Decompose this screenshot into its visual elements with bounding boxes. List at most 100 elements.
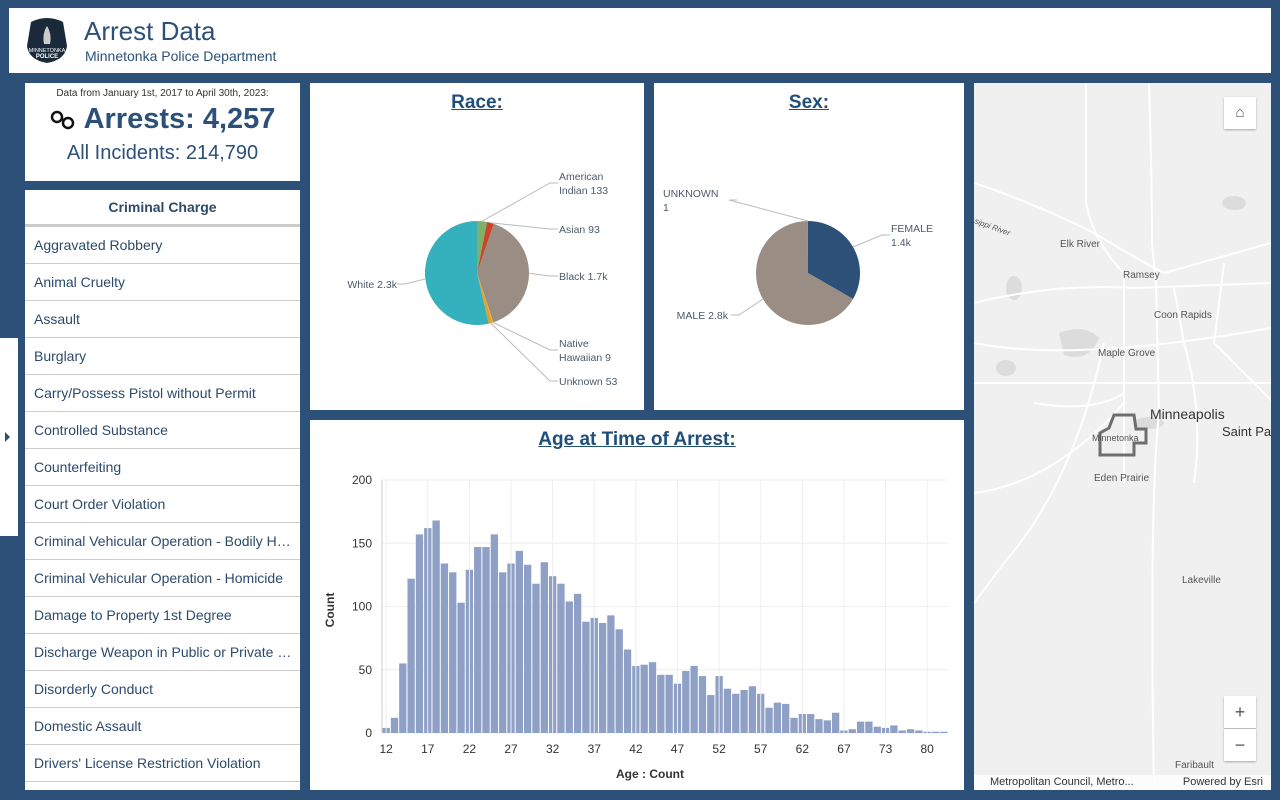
histogram-bar[interactable] [415,534,424,733]
histogram-bar[interactable] [565,601,573,733]
leader-line [731,298,764,316]
histogram-bar[interactable] [457,602,465,733]
charge-list-item[interactable]: Court Order Violation [25,486,300,523]
histogram-bar[interactable] [807,714,815,733]
pie-slice-american-indian[interactable] [477,221,488,273]
charge-list-item[interactable]: Disorderly Conduct [25,671,300,708]
charge-list-item[interactable]: Domestic Assault [25,708,300,745]
charge-list-item[interactable]: Counterfeiting [25,449,300,486]
histogram-bar[interactable] [449,572,457,733]
histogram-bar[interactable] [690,665,698,733]
histogram-bar[interactable] [873,726,881,733]
histogram-bar[interactable] [815,719,823,733]
histogram-bar[interactable] [915,730,923,733]
zoom-out-button[interactable]: − [1224,729,1256,761]
pie-slice-asian[interactable] [477,221,494,273]
histogram-bar[interactable] [490,534,499,733]
histogram-bar[interactable] [906,729,915,733]
criminal-charge-list[interactable]: Criminal Charge Aggravated Robbery Animal… [25,190,300,790]
charge-list-item[interactable]: Discharge Weapon in Public or Private Pr… [25,634,300,671]
charge-list-item[interactable]: Assault [25,301,300,338]
chevron-right-icon [5,432,10,442]
map-view[interactable]: Elk River Ramsey Coon Rapids Maple Grove… [974,83,1271,790]
histogram-bar[interactable] [748,686,757,733]
sidebar-toggle[interactable] [0,338,18,536]
histogram-bar[interactable] [524,564,532,733]
histogram-bar[interactable] [765,707,773,733]
histogram-bar[interactable] [432,520,440,733]
histogram-bar[interactable] [390,717,399,733]
histogram-bar[interactable] [931,731,940,733]
histogram-bar[interactable] [515,550,523,733]
charge-list-item[interactable]: Damage to Property 1st Degree [25,597,300,634]
histogram-bar[interactable] [598,622,607,733]
pie-label: White 2.3k [347,279,397,291]
charge-list-item[interactable]: Criminal Vehicular Operation - Homicide [25,560,300,597]
map-label-faribault: Faribault [1175,760,1214,771]
pie-slice-white[interactable] [425,221,489,325]
histogram-bar[interactable] [831,712,840,733]
histogram-bar[interactable] [732,693,740,733]
histogram-bar[interactable] [582,621,590,733]
pie-label: Black 1.7k [559,271,608,283]
histogram-bar[interactable] [615,629,623,733]
histogram-bar[interactable] [640,664,648,733]
histogram-bar[interactable] [623,649,632,733]
pie-slice-black[interactable] [477,223,529,323]
histogram-bar[interactable] [532,583,540,733]
histogram-bar[interactable] [440,563,449,733]
basemap[interactable]: Elk River Ramsey Coon Rapids Maple Grove… [974,83,1271,790]
histogram-bar[interactable] [682,671,690,733]
x-tick-label: 37 [588,742,602,756]
pie-slice-native-hawaiian[interactable] [477,273,494,323]
charge-list-item[interactable]: Carry/Possess Pistol without Permit [25,375,300,412]
histogram-bar[interactable] [848,729,856,733]
svg-text:POLICE: POLICE [36,54,58,60]
histogram-bar[interactable] [499,572,507,733]
race-pie-chart: American Indian 133 Asian 93 Black 1.7k Nati… [347,171,617,388]
histogram-bar[interactable] [782,703,790,733]
histogram-bar[interactable] [607,615,615,733]
y-tick-label: 150 [352,536,372,550]
powered-by-esri[interactable]: Powered by Esri [1182,776,1263,788]
histogram-bar[interactable] [865,721,873,733]
histogram-bar[interactable] [723,688,732,733]
histogram-bar[interactable] [648,662,657,733]
histogram-bar[interactable] [665,674,673,733]
pie-slice-male[interactable] [756,221,854,325]
histogram-bar[interactable] [898,730,906,733]
charge-list-item[interactable]: Burglary [25,338,300,375]
histogram-bar[interactable] [657,674,665,733]
charge-list-item[interactable]: Animal Cruelty [25,264,300,301]
histogram-bar[interactable] [940,731,948,733]
leader-line [490,222,558,230]
histogram-bar[interactable] [823,720,831,733]
histogram-bar[interactable] [856,721,865,733]
pie-slice-unknown[interactable] [477,273,493,324]
histogram-bar[interactable] [773,702,782,733]
charge-list-item[interactable]: Drivers' License Restriction Violation [25,745,300,782]
histogram-bar[interactable] [740,689,748,733]
histogram-bar[interactable] [474,547,482,733]
histogram-bar[interactable] [407,578,415,733]
charge-list-item[interactable]: Aggravated Robbery [25,227,300,264]
histogram-bar[interactable] [540,562,548,733]
attribution-text[interactable]: Metropolitan Council, Metro... [990,776,1134,788]
histogram-bar[interactable] [698,676,707,733]
histogram-bar[interactable] [790,717,798,733]
histogram-bar[interactable] [482,547,490,733]
map-attribution: Metropolitan Council, Metro... Powered b… [974,775,1271,790]
date-range: Data from January 1st, 2017 to April 30t… [56,88,269,99]
histogram-bar[interactable] [707,695,715,733]
charge-list-item[interactable]: Criminal Vehicular Operation - Bodily Ha… [25,523,300,560]
zoom-in-button[interactable]: + [1224,696,1256,728]
charge-list-item[interactable]: Controlled Substance [25,412,300,449]
app-title: Arrest Data [84,16,216,46]
home-button[interactable]: ⌂ [1224,97,1256,129]
histogram-bar[interactable] [557,583,565,733]
histogram-bar[interactable] [573,593,582,733]
pie-slice-female[interactable] [808,221,860,299]
histogram-bar[interactable] [399,663,407,733]
histogram-bar[interactable] [890,725,898,733]
age-histogram: 0 50 100 150 200 12 17 22 27 32 37 42 47 52 57 62 67 73 80… [323,473,948,781]
